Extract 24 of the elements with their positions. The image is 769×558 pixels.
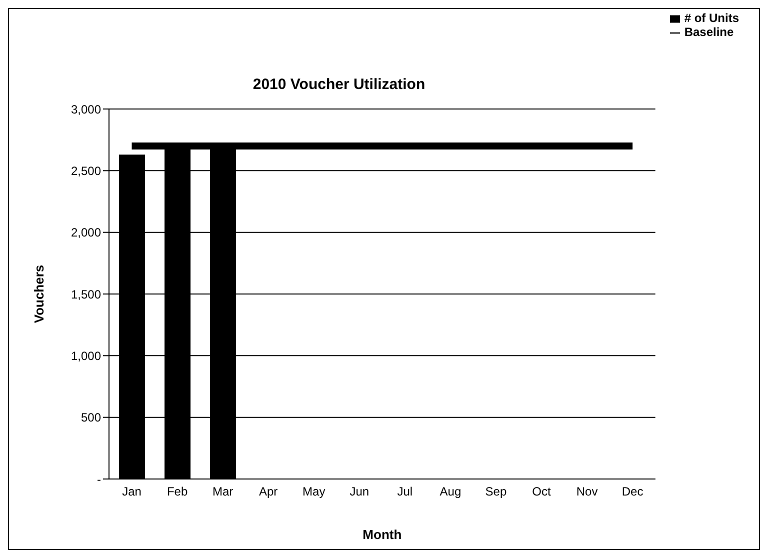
x-tick-label: Jun: [350, 484, 370, 499]
y-tick-label: 500: [80, 410, 102, 425]
y-tick-label: 1,500: [70, 287, 102, 302]
y-axis-title: Vouchers: [32, 264, 47, 324]
y-tick-label: 2,000: [70, 226, 102, 240]
x-tick-label: Aug: [440, 484, 462, 499]
legend-label: # of Units: [684, 11, 739, 25]
x-axis-title: Month: [362, 527, 402, 542]
chart-title: 2010 Voucher Utilization: [252, 76, 426, 93]
y-tick-label: -: [97, 472, 101, 486]
x-tick-label: Dec: [622, 484, 644, 499]
x-tick-label: Apr: [259, 484, 278, 499]
x-tick-label: Sep: [485, 484, 507, 499]
x-tick-label: Mar: [212, 484, 234, 499]
legend-label: Baseline: [684, 25, 734, 39]
x-tick-label: Nov: [576, 484, 598, 499]
y-tick-label: 2,500: [70, 164, 102, 178]
x-tick-label: Jan: [122, 484, 142, 499]
x-tick-label: Oct: [532, 484, 552, 499]
y-tick-label: 1,000: [70, 348, 102, 363]
x-tick-label: Jul: [397, 484, 413, 499]
x-tick-label: Feb: [166, 484, 188, 499]
x-tick-label: May: [302, 484, 326, 499]
y-tick-label: 3,000: [70, 102, 102, 116]
